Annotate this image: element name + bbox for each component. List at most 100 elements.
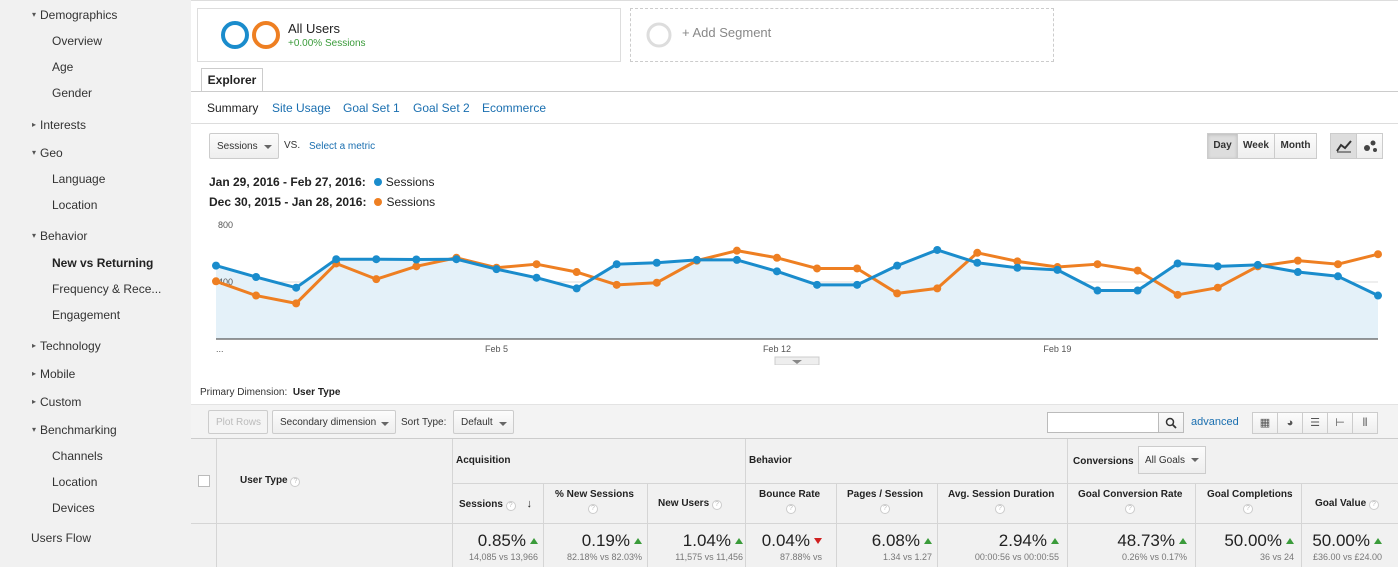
sidebar-item-users-flow[interactable]: Users Flow [31, 531, 92, 545]
header-avg-session-duration[interactable]: Avg. Session Duration [948, 489, 1055, 500]
subtab-summary[interactable]: Summary [207, 101, 259, 115]
trend-up-icon [1286, 538, 1294, 544]
select-all-checkbox[interactable] [198, 475, 210, 487]
caret-down-icon[interactable]: ▾ [32, 10, 37, 19]
caret-right-icon[interactable]: ▸ [32, 397, 37, 406]
header-sessions[interactable]: Sessions ? ↓ [459, 498, 532, 511]
subtab-goal-set-1[interactable]: Goal Set 1 [343, 101, 400, 115]
sidebar-item-custom[interactable]: Custom [40, 395, 82, 409]
data-point-previous [973, 248, 982, 257]
tab-explorer[interactable]: Explorer [201, 68, 263, 92]
sidebar-item-mobile[interactable]: Mobile [40, 367, 76, 381]
sidebar-item-location[interactable]: Location [52, 198, 98, 212]
goals-dropdown[interactable]: All Goals [1138, 446, 1206, 474]
data-point-current [853, 280, 862, 289]
sidebar-item-channels[interactable]: Channels [52, 449, 103, 463]
performance-view-icon[interactable]: ☰ [1302, 412, 1328, 434]
advanced-filter-link[interactable]: advanced [1191, 416, 1239, 428]
header-goal-conversion-rate[interactable]: Goal Conversion Rate [1078, 489, 1183, 500]
help-icon[interactable]: ? [880, 504, 890, 514]
metric-dropdown[interactable]: Sessions [209, 133, 279, 159]
sidebar-item-gender[interactable]: Gender [52, 86, 93, 100]
sessions-line-chart[interactable]: 800 400... Feb 5 Feb 12 Feb 19 [191, 215, 1398, 365]
pie-view-icon[interactable]: ◕ [1277, 412, 1303, 434]
sort-type-label: Sort Type: [401, 417, 447, 428]
sidebar-item-bench-location[interactable]: Location [52, 475, 98, 489]
sidebar-item-engagement[interactable]: Engagement [52, 308, 121, 322]
help-icon[interactable]: ? [290, 477, 301, 487]
total-new-users: 1.04% 11,575 vs 11,456 [675, 531, 743, 562]
x-tick-label: Feb 5 [485, 344, 508, 354]
help-icon[interactable]: ? [1125, 504, 1135, 514]
help-icon[interactable]: ? [786, 504, 796, 514]
legend-current-dot-icon [373, 178, 382, 186]
sidebar-item-interests[interactable]: Interests [40, 118, 87, 132]
data-point-previous [372, 275, 381, 284]
data-point-previous [652, 278, 661, 287]
sidebar-item-technology[interactable]: Technology [40, 339, 101, 353]
help-icon[interactable]: ? [711, 500, 722, 510]
sidebar-item-behavior[interactable]: Behavior [40, 229, 88, 243]
header-user-type[interactable]: User Type ? [240, 475, 301, 487]
segment-title: All Users [288, 21, 341, 36]
add-segment-button[interactable]: + Add Segment [630, 8, 1054, 62]
primary-dimension-value[interactable]: User Type [292, 387, 341, 398]
subtab-goal-set-2[interactable]: Goal Set 2 [413, 101, 470, 115]
caret-down-icon[interactable]: ▾ [32, 425, 37, 434]
sidebar-item-devices[interactable]: Devices [52, 501, 95, 515]
total-pages-session-value: 6.08% [871, 531, 920, 550]
sort-desc-icon[interactable]: ↓ [526, 498, 532, 510]
help-icon[interactable]: ? [588, 504, 598, 514]
sidebar-item-demographics[interactable]: Demographics [40, 8, 118, 22]
help-icon[interactable]: ? [995, 504, 1005, 514]
segment-all-users[interactable]: All Users +0.00% Sessions [197, 8, 621, 62]
help-icon[interactable]: ? [1368, 500, 1379, 510]
data-table: User Type ? Acquisition Behavior Convers… [191, 438, 1398, 567]
sidebar-item-geo[interactable]: Geo [40, 146, 63, 160]
help-icon[interactable]: ? [505, 501, 516, 511]
data-table-view-icon[interactable]: ▦ [1252, 412, 1278, 434]
sidebar-item-new-vs-returning[interactable]: New vs Returning [52, 256, 154, 270]
sidebar-item-language[interactable]: Language [52, 172, 106, 186]
period-week-button[interactable]: Week [1237, 133, 1275, 159]
sort-type-dropdown[interactable]: Default [453, 410, 514, 434]
sidebar-item-benchmarking[interactable]: Benchmarking [40, 423, 117, 437]
motion-chart-icon[interactable] [1356, 133, 1383, 159]
vs-label: VS. [284, 140, 301, 151]
comparison-view-icon[interactable]: ⊢ [1327, 412, 1353, 434]
header-goal-completions[interactable]: Goal Completions [1207, 489, 1293, 500]
help-icon[interactable]: ? [1243, 504, 1253, 514]
header-bounce-rate[interactable]: Bounce Rate [759, 489, 821, 500]
caret-right-icon[interactable]: ▸ [32, 369, 37, 378]
chevron-down-icon [1191, 458, 1199, 462]
select-metric-link[interactable]: Select a metric [309, 141, 376, 152]
period-day-button[interactable]: Day [1207, 133, 1238, 159]
term-cloud-view-icon[interactable]: ⦀ [1352, 412, 1378, 434]
line-chart-icon[interactable] [1330, 133, 1357, 159]
period-month-button[interactable]: Month [1274, 133, 1317, 159]
data-point-current [692, 255, 701, 264]
table-search-input[interactable] [1047, 412, 1159, 433]
subtab-site-usage[interactable]: Site Usage [272, 101, 331, 115]
header-goal-value[interactable]: Goal Value ? [1315, 498, 1379, 510]
secondary-dimension-dropdown[interactable]: Secondary dimension [272, 410, 396, 434]
data-point-current [412, 255, 421, 264]
search-icon[interactable] [1158, 412, 1184, 433]
header-pct-new-sessions[interactable]: % New Sessions [555, 489, 634, 500]
subtab-ecommerce[interactable]: Ecommerce [482, 101, 547, 115]
plot-rows-button[interactable]: Plot Rows [208, 410, 268, 434]
total-pages-session: 6.08% 1.34 vs 1.27 [872, 531, 932, 562]
header-new-users[interactable]: New Users ? [658, 498, 722, 510]
sidebar-item-age[interactable]: Age [52, 60, 74, 74]
divider [647, 483, 648, 567]
data-point-current [772, 267, 781, 276]
sidebar-item-frequency-recency[interactable]: Frequency & Rece... [52, 282, 162, 296]
data-point-current [372, 255, 381, 264]
sidebar-item-overview[interactable]: Overview [52, 34, 103, 48]
caret-right-icon[interactable]: ▸ [32, 341, 37, 350]
caret-down-icon[interactable]: ▾ [32, 148, 37, 157]
header-pages-session[interactable]: Pages / Session [847, 489, 924, 500]
divider [452, 439, 453, 567]
caret-right-icon[interactable]: ▸ [32, 120, 37, 129]
caret-down-icon[interactable]: ▾ [32, 231, 37, 240]
